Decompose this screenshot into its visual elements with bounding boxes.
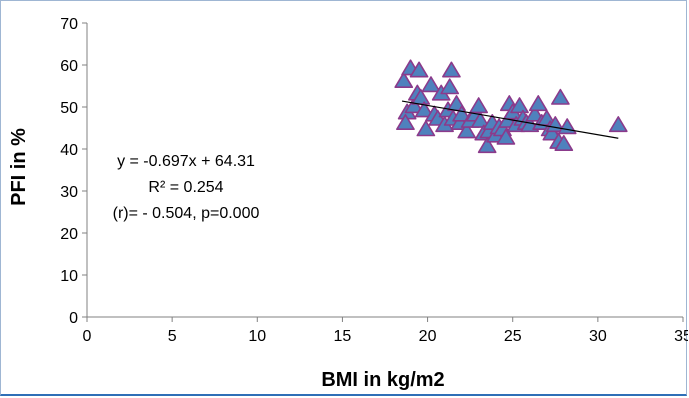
data-point <box>551 88 570 105</box>
trendline-path <box>401 100 619 139</box>
data-point <box>471 111 490 128</box>
x-tick-label: 5 <box>168 328 177 345</box>
x-tick-label: 15 <box>334 328 352 345</box>
x-tick-label: 0 <box>83 328 92 345</box>
data-points <box>394 59 628 154</box>
y-tick-label: 10 <box>60 268 78 285</box>
x-axis-title: BMI in kg/m2 <box>321 369 444 391</box>
axes <box>82 22 684 322</box>
r-squared-annotation: R² = 0.254 <box>148 179 223 196</box>
data-point <box>414 101 434 118</box>
data-point <box>396 114 415 130</box>
y-tick-labels: 0 10 20 30 40 50 60 70 <box>60 16 78 327</box>
correlation-annotation: (r)= - 0.504, p=0.000 <box>113 205 260 222</box>
y-tick-label: 60 <box>60 58 78 75</box>
data-point <box>525 105 545 122</box>
y-tick-label: 30 <box>60 184 78 201</box>
data-point <box>528 95 548 112</box>
data-point <box>394 72 414 88</box>
trendline <box>401 100 619 139</box>
data-point <box>554 135 574 151</box>
data-point <box>469 97 489 114</box>
data-point <box>496 128 516 145</box>
data-point <box>542 124 562 141</box>
data-point <box>442 61 461 78</box>
data-point <box>409 61 429 78</box>
data-point <box>477 137 497 154</box>
data-point <box>404 97 424 114</box>
y-tick-label: 40 <box>60 142 78 159</box>
data-point <box>510 97 529 114</box>
y-axis-title: PFI in % <box>8 128 30 206</box>
x-tick-label: 25 <box>504 328 522 345</box>
data-point <box>421 76 441 93</box>
data-point <box>608 116 628 133</box>
y-tick-label: 20 <box>60 226 78 243</box>
data-point <box>457 122 477 139</box>
data-point <box>452 105 471 122</box>
data-point <box>416 120 436 137</box>
x-tick-label: 20 <box>419 328 437 345</box>
data-point <box>440 78 460 95</box>
equation-annotation: y = -0.697x + 64.31 <box>117 153 255 170</box>
x-tick-label: 35 <box>674 328 688 345</box>
x-tick-labels: 0 5 10 15 20 25 30 35 <box>83 328 688 345</box>
y-tick-label: 70 <box>60 16 78 33</box>
x-tick-label: 10 <box>248 328 266 345</box>
x-tick-label: 30 <box>589 328 607 345</box>
y-tick-label: 0 <box>69 310 78 327</box>
y-tick-label: 50 <box>60 100 78 117</box>
